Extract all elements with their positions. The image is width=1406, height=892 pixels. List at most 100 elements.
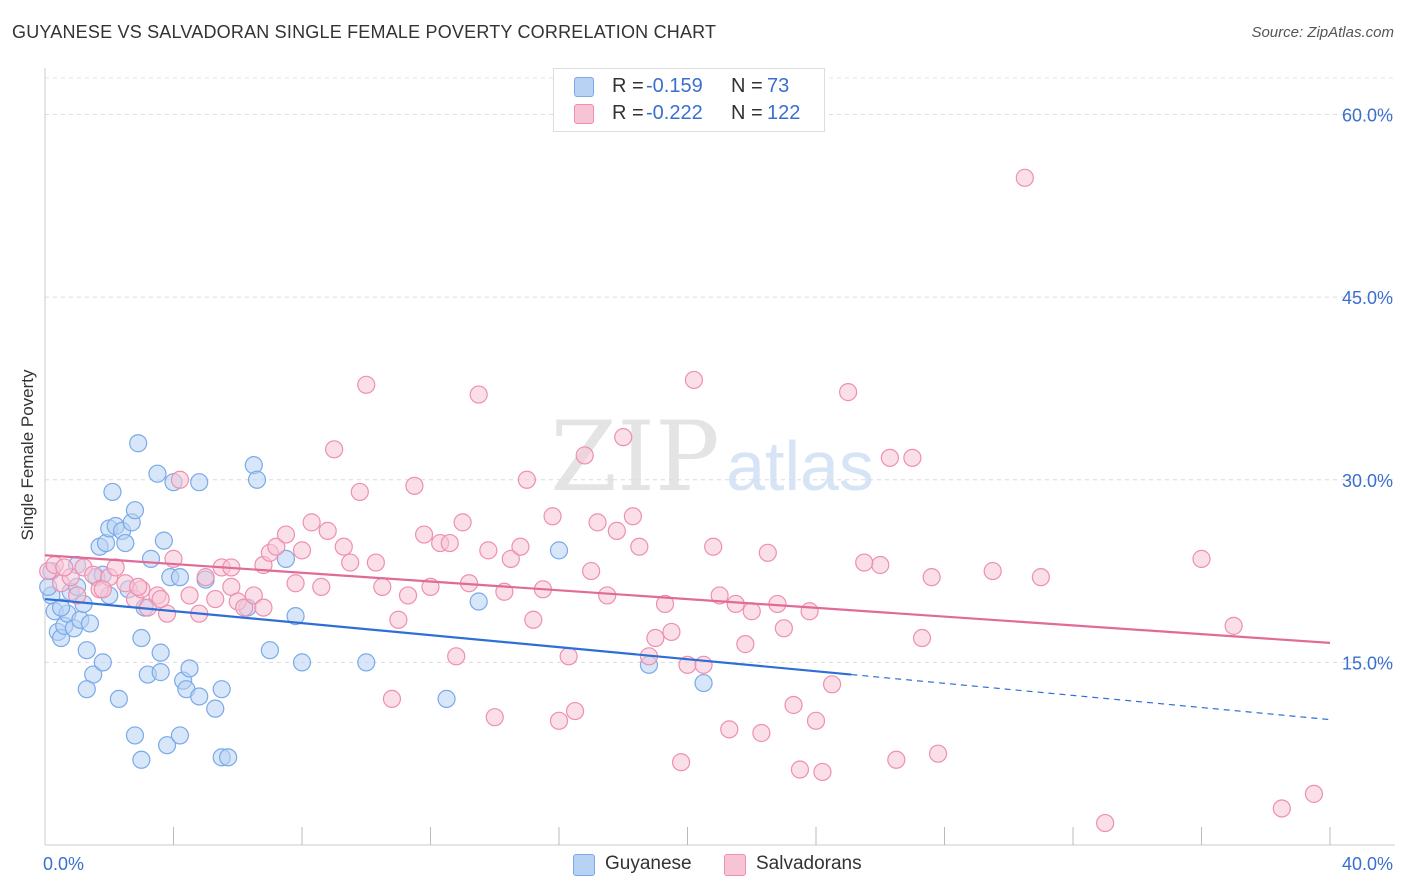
data-point-guyanese: [109, 689, 128, 709]
data-point-salvadorans: [151, 589, 170, 609]
data-point-salvadorans: [575, 446, 594, 465]
data-point-guyanese: [77, 641, 96, 660]
series-legend: Guyanese Salvadorans: [0, 852, 1406, 878]
data-point-guyanese: [154, 531, 173, 550]
chart-title: GUYANESE VS SALVADORAN SINGLE FEMALE POV…: [12, 22, 717, 42]
data-point-salvadorans: [93, 580, 112, 599]
data-point-salvadorans: [598, 586, 617, 605]
data-point-salvadorans: [903, 448, 922, 467]
legend-swatch-guyanese: [574, 77, 594, 97]
data-point-guyanese: [170, 568, 190, 587]
x-tick-label: 40.0%: [1342, 854, 1393, 874]
data-point-salvadorans: [922, 568, 941, 587]
data-point-guyanese: [549, 541, 569, 560]
data-point-salvadorans: [524, 610, 543, 629]
data-point-guyanese: [437, 689, 456, 709]
y-tick-label: 45.0%: [1342, 288, 1393, 308]
data-point-salvadorans: [366, 553, 385, 572]
legend-swatch-salvadorans: [574, 104, 594, 124]
data-point-salvadorans: [710, 586, 729, 605]
data-point-guyanese: [190, 687, 209, 706]
data-point-salvadorans: [485, 708, 504, 727]
data-point-salvadorans: [206, 589, 225, 609]
data-point-guyanese: [51, 598, 71, 617]
data-point-guyanese: [286, 607, 305, 626]
data-point-salvadorans: [684, 370, 704, 390]
data-point-guyanese: [247, 470, 267, 489]
legend-r-label: R =: [612, 102, 644, 124]
trend-lines: [44, 554, 1331, 721]
gridlines: [45, 77, 1395, 663]
data-point-salvadorans: [447, 647, 466, 666]
data-point-salvadorans: [312, 577, 331, 596]
data-point-salvadorans: [398, 586, 418, 605]
data-point-salvadorans: [129, 577, 148, 596]
correlation-legend: R = -0.159 N = 73 R = -0.222 N = 122: [553, 68, 825, 132]
data-point-salvadorans: [565, 701, 585, 721]
legend-r-value: -0.222: [646, 102, 703, 124]
data-point-salvadorans: [341, 553, 360, 572]
trend-extension-guyanese: [851, 673, 1331, 721]
data-point-salvadorans: [559, 647, 578, 666]
y-tick-label: 60.0%: [1342, 106, 1393, 126]
legend-n-label: N =: [731, 75, 763, 97]
data-point-salvadorans: [871, 555, 890, 575]
data-point-salvadorans: [806, 711, 826, 730]
data-point-salvadorans: [1015, 168, 1034, 187]
data-point-salvadorans: [630, 537, 649, 556]
data-point-salvadorans: [758, 543, 777, 562]
watermark-atlas: atlas: [726, 427, 874, 505]
data-point-guyanese: [80, 614, 100, 633]
data-point-guyanese: [151, 663, 170, 682]
data-point-guyanese: [212, 680, 231, 699]
data-point-salvadorans: [928, 744, 948, 763]
data-point-salvadorans: [774, 619, 793, 638]
data-point-salvadorans: [357, 375, 376, 394]
data-point-salvadorans: [614, 428, 633, 447]
y-axis-label: Single Female Poverty: [18, 369, 37, 541]
data-point-salvadorans: [325, 440, 344, 459]
data-point-salvadorans: [235, 598, 254, 617]
data-point-salvadorans: [479, 541, 498, 560]
legend-n-value: 73: [767, 75, 790, 97]
axes: [44, 68, 1395, 846]
data-point-salvadorans: [720, 720, 739, 739]
data-point-salvadorans: [983, 561, 1002, 581]
data-point-guyanese: [125, 726, 145, 745]
data-point-salvadorans: [267, 537, 286, 556]
source-label: Source: ZipAtlas.com: [1251, 24, 1394, 41]
data-point-guyanese: [125, 501, 145, 520]
data-point-salvadorans: [1031, 568, 1050, 587]
data-point-salvadorans: [276, 525, 296, 544]
data-point-guyanese: [132, 628, 151, 648]
data-point-guyanese: [190, 473, 209, 492]
data-point-guyanese: [260, 641, 279, 660]
data-point-salvadorans: [694, 655, 713, 674]
data-point-salvadorans: [880, 448, 899, 467]
data-point-guyanese: [357, 653, 376, 672]
data-point-salvadorans: [736, 635, 755, 654]
data-point-salvadorans: [170, 470, 190, 489]
data-point-salvadorans: [704, 537, 723, 556]
data-point-salvadorans: [790, 760, 810, 779]
data-point-salvadorans: [742, 602, 761, 621]
data-point-salvadorans: [887, 750, 906, 769]
data-point-salvadorans: [800, 602, 819, 621]
series-swatch-salvadorans: [724, 854, 746, 876]
data-point-salvadorans: [244, 586, 263, 605]
data-point-salvadorans: [106, 558, 125, 577]
legend-n-label: N =: [731, 102, 763, 124]
data-point-guyanese: [77, 680, 96, 699]
data-point-guyanese: [132, 750, 151, 769]
data-point-salvadorans: [453, 513, 472, 532]
data-point-salvadorans: [389, 610, 408, 629]
data-point-salvadorans: [671, 753, 691, 772]
data-point-salvadorans: [1304, 784, 1324, 803]
watermark: ZIP atlas: [550, 401, 874, 513]
legend-n-value: 122: [767, 102, 801, 124]
trend-line-salvadorans: [44, 554, 1331, 644]
data-point-salvadorans: [302, 513, 321, 532]
data-point-guyanese: [148, 464, 167, 483]
data-point-salvadorans: [813, 762, 832, 782]
